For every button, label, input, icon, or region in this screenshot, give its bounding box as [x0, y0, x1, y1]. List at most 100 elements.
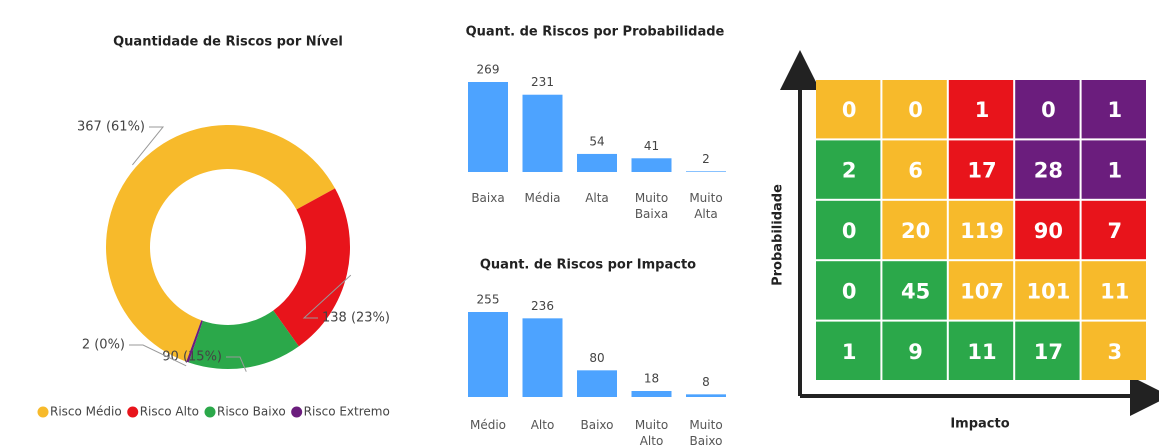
- data-label: 2 (0%): [82, 338, 125, 353]
- matrix-cell: [1081, 140, 1146, 199]
- matrix-cell: [1081, 80, 1146, 139]
- bar: [686, 171, 726, 172]
- data-label: 2: [702, 152, 710, 166]
- x-tick-label: Alta: [585, 191, 609, 205]
- cell-value: 1: [975, 98, 990, 122]
- matrix-cell: [1081, 261, 1146, 320]
- leader-line: [302, 274, 352, 319]
- matrix-cell: [948, 140, 1014, 199]
- bar: [631, 158, 672, 172]
- matrix-cell: [1015, 200, 1080, 260]
- matrix-cell: [1015, 261, 1080, 320]
- matrix-cell: [882, 200, 947, 260]
- bar: [631, 391, 672, 397]
- legend-marker: [127, 406, 139, 418]
- cell-value: 17: [967, 159, 996, 183]
- matrix-cell: [816, 200, 881, 260]
- cell-value: 2: [842, 159, 857, 183]
- cell-value: 107: [960, 279, 1004, 303]
- legend-label: Risco Médio: [50, 405, 122, 419]
- data-label: 80: [589, 351, 604, 365]
- cell-value: 0: [842, 98, 857, 122]
- matrix-cell: [882, 80, 947, 139]
- matrix-cell: [816, 321, 881, 380]
- data-label: 90 (15%): [162, 350, 222, 365]
- bar: [686, 394, 726, 397]
- cell-value: 11: [967, 340, 996, 364]
- matrix-cell: [1015, 321, 1080, 380]
- data-label: 8: [702, 375, 710, 389]
- legend-marker: [204, 406, 216, 418]
- x-tick-label: Muito Alto: [634, 418, 669, 448]
- x-tick-label: Alto: [530, 418, 555, 432]
- legend-marker: [37, 406, 49, 418]
- cell-value: 9: [908, 340, 923, 364]
- matrix-cell: [1081, 200, 1146, 260]
- bar: [577, 153, 617, 172]
- data-label: 54: [589, 134, 604, 148]
- y-axis-title: Probabilidade: [771, 184, 786, 286]
- matrix-cell: [882, 321, 947, 380]
- legend-label: Risco Alto: [140, 405, 199, 419]
- cell-value: 1: [842, 340, 857, 364]
- cell-value: 90: [1034, 219, 1063, 243]
- x-tick-label: Baixa: [471, 191, 505, 205]
- matrix-cell: [882, 140, 947, 199]
- cell-value: 45: [901, 279, 930, 303]
- matrix-cell: [816, 261, 881, 320]
- donut-slice: [188, 310, 299, 369]
- chart-title: Quant. de Riscos por Probabilidade: [466, 25, 725, 40]
- cell-value: 1: [1107, 98, 1122, 122]
- cell-value: 28: [1034, 159, 1063, 183]
- x-tick-label: Muito Alta: [689, 191, 723, 221]
- x-axis-title: Impacto: [950, 417, 1009, 432]
- matrix-cell: [882, 261, 947, 320]
- matrix-cell: [816, 140, 881, 199]
- cell-value: 0: [842, 219, 857, 243]
- data-label: 231: [531, 75, 554, 89]
- bar: [522, 94, 563, 172]
- data-label: 269: [477, 63, 500, 77]
- matrix-cell: [816, 80, 881, 139]
- data-label: 367 (61%): [77, 120, 145, 135]
- cell-value: 0: [908, 98, 923, 122]
- cell-value: 119: [960, 219, 1004, 243]
- bar: [522, 318, 563, 397]
- cell-value: 11: [1100, 279, 1129, 303]
- cell-value: 7: [1107, 219, 1122, 243]
- cell-value: 101: [1026, 279, 1070, 303]
- donut-slice: [273, 188, 350, 347]
- legend-marker: [291, 406, 303, 418]
- data-label: 41: [644, 139, 659, 153]
- chart-title: Quantidade de Riscos por Nível: [113, 35, 343, 50]
- legend-label: Risco Baixo: [217, 405, 286, 419]
- x-tick-label: Médio: [469, 418, 507, 432]
- bar: [577, 370, 617, 397]
- cell-value: 17: [1034, 340, 1063, 364]
- cell-value: 0: [1041, 98, 1056, 122]
- cell-value: 1: [1107, 159, 1122, 183]
- data-label: 18: [644, 372, 659, 386]
- legend-label: Risco Extremo: [304, 405, 390, 419]
- x-tick-label: Muito Baixo: [689, 418, 723, 448]
- chart-title: Quant. de Riscos por Impacto: [480, 258, 696, 273]
- matrix-cell: [1015, 140, 1080, 199]
- x-tick-label: Baixo: [580, 418, 614, 432]
- matrix-cell: [948, 261, 1014, 320]
- donut-slice: [186, 320, 203, 363]
- leader-line: [132, 126, 165, 166]
- donut-slice: [105, 124, 336, 362]
- matrix-cell: [948, 321, 1014, 380]
- cell-value: 6: [908, 159, 923, 183]
- cell-value: 0: [842, 279, 857, 303]
- matrix-cell: [948, 80, 1014, 139]
- data-label: 138 (23%): [322, 311, 390, 326]
- leader-line: [129, 344, 187, 367]
- bar: [468, 312, 508, 397]
- matrix-cell: [948, 200, 1014, 260]
- bar: [468, 82, 508, 172]
- data-label: 236: [531, 299, 554, 313]
- x-tick-label: Média: [524, 191, 561, 205]
